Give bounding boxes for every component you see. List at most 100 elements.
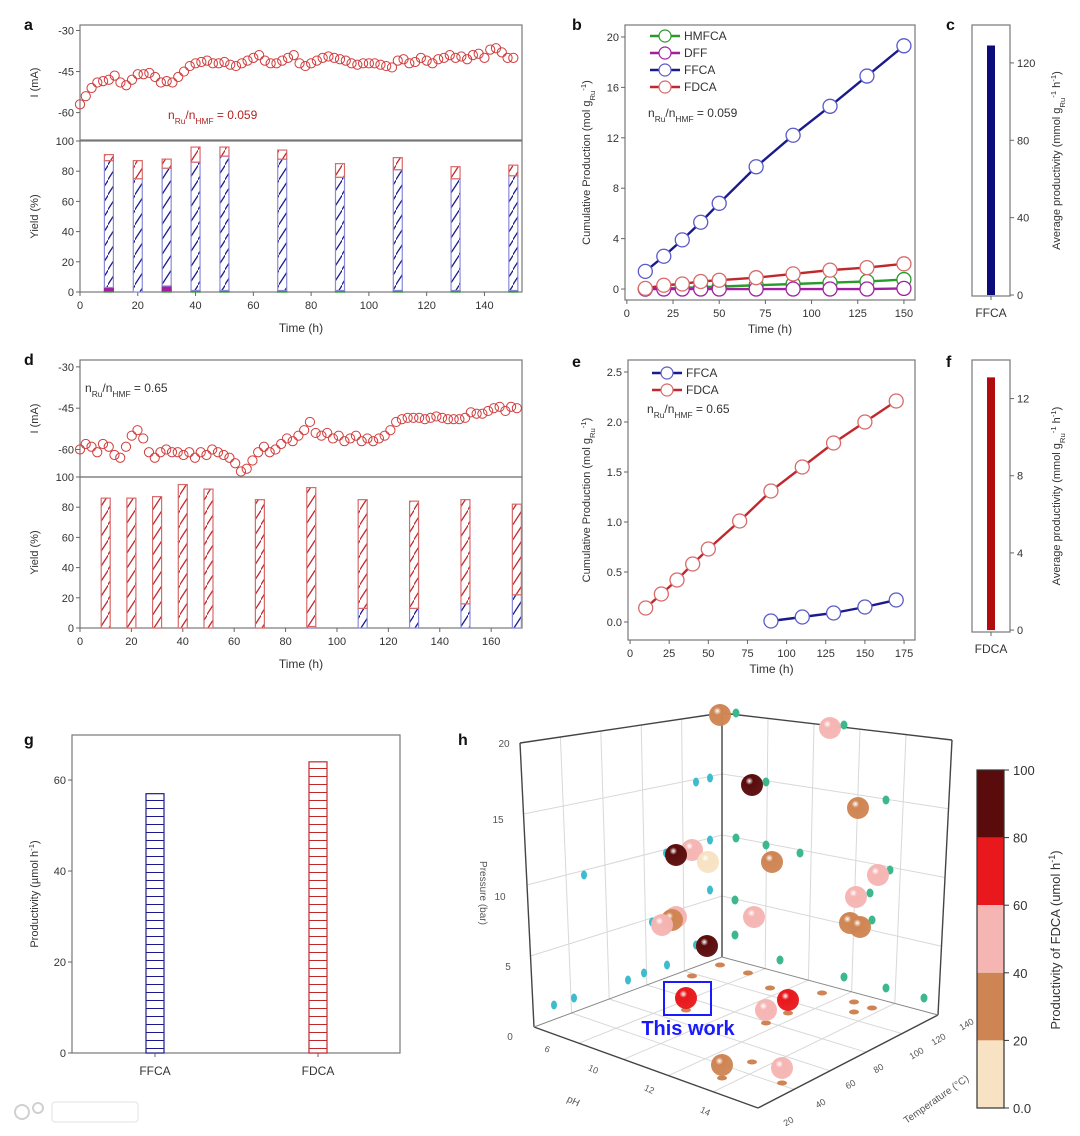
current-point: [414, 412, 425, 423]
category-label: FFCA: [975, 306, 1006, 320]
label-part: -1: [579, 421, 588, 428]
x-tick-label: 120: [417, 300, 435, 312]
current-point: [350, 430, 362, 441]
current-point: [282, 52, 294, 63]
x-tick-label: 75: [759, 308, 771, 320]
projection-dot-floor: [867, 1005, 877, 1011]
panel-letter: b: [572, 17, 582, 34]
data-point-fdca: [685, 556, 701, 572]
label-part: n: [85, 381, 92, 395]
panel-letter: c: [946, 17, 955, 34]
current-point: [287, 436, 298, 447]
x-tick-label: 150: [856, 648, 874, 660]
x-tick-label: 150: [895, 308, 913, 320]
x-tick-label: 12: [643, 1083, 656, 1096]
current-point: [408, 412, 419, 423]
current-point: [254, 50, 265, 61]
current-point: [173, 71, 184, 83]
data-point-fdca: [693, 273, 709, 290]
current-point: [299, 425, 310, 436]
current-point: [438, 52, 450, 63]
ratio-annotation: nRu/nHMF = 0.65: [647, 402, 730, 420]
grid-line: [623, 979, 809, 1060]
grid-line: [609, 998, 831, 1072]
label-part: n: [647, 402, 654, 416]
watermark-logo: [14, 1101, 139, 1123]
colorbar-frame: [976, 769, 1005, 1109]
current-point: [184, 60, 195, 72]
legend-label: DFF: [684, 46, 707, 60]
yield-bar-ffca: [450, 178, 461, 292]
current-point: [150, 71, 161, 83]
label-part: n: [648, 106, 655, 120]
series-line-fdca: [645, 262, 905, 290]
label-part: HMF: [674, 410, 692, 420]
data-sphere: [696, 935, 718, 957]
axis-edge: [721, 956, 939, 1016]
projection-dot-ph-pressure: [571, 993, 577, 1003]
y-tick-label: 80: [872, 1062, 886, 1076]
yield-bar-ffca: [103, 160, 114, 289]
current-point: [327, 433, 339, 444]
current-point: [138, 69, 149, 80]
current-point: [264, 447, 275, 458]
current-point: [402, 412, 413, 423]
label-part: Ru: [1058, 433, 1067, 443]
current-point: [218, 449, 229, 461]
yield-bar-fdca: [219, 146, 230, 157]
current-point: [103, 441, 114, 452]
y-tick-label: 12: [607, 133, 619, 145]
current-point: [415, 52, 426, 63]
projection-dot-temp-pressure: [868, 915, 876, 925]
projection-dot-temp-pressure: [762, 840, 770, 850]
yield-bar-dff: [161, 285, 172, 292]
y-tick-label: 0: [613, 284, 619, 296]
current-point: [258, 441, 270, 452]
data-sphere: [711, 1054, 733, 1076]
productivity-bar-ffca: [145, 793, 165, 1054]
x-tick-label: 50: [702, 648, 714, 660]
data-point-ffca: [859, 68, 875, 84]
y-tick-label: 2.5: [607, 367, 622, 379]
current-point: [281, 433, 293, 444]
legend-label: FDCA: [686, 383, 719, 397]
x-tick-label: 0: [624, 308, 630, 320]
series-line-dff: [645, 287, 904, 291]
projection-dot-temp-pressure: [731, 930, 739, 940]
current-point: [92, 77, 103, 88]
current-point: [421, 55, 432, 66]
y-tick-label: 40: [62, 227, 74, 239]
y-axis-label: Yield (%): [29, 194, 41, 238]
x-tick-label: 0: [77, 300, 83, 312]
y-tick-label: 0: [68, 623, 74, 635]
current-point: [126, 430, 137, 441]
yield-bar-ffca: [508, 175, 519, 292]
current-point: [230, 458, 241, 469]
current-point: [471, 408, 482, 419]
label-part: HMF: [195, 116, 213, 126]
label-part: Productivity of FDCA (umol h: [1048, 863, 1063, 1030]
colorbar-tick-label: 20: [1013, 1033, 1027, 1048]
data-point-fdca: [888, 393, 904, 409]
avg-productivity-bar: [987, 45, 995, 296]
y-tick-label: 0.5: [607, 567, 622, 579]
label-part: n: [168, 108, 175, 122]
z-tick-label: 5: [505, 962, 511, 973]
y-tick-label: 120: [929, 1031, 947, 1047]
data-point-fdca: [653, 586, 670, 602]
watermark-icon: [32, 1102, 44, 1114]
current-point: [448, 414, 459, 425]
legend-marker: [658, 46, 672, 60]
current-point: [381, 60, 392, 72]
label-part: Ru: [655, 114, 666, 124]
legend-label: HMFCA: [684, 29, 727, 43]
current-point: [202, 55, 213, 66]
label-part: -1: [1049, 91, 1058, 98]
grid-line: [523, 773, 723, 815]
x-axis-label: Time (h): [279, 657, 323, 671]
yield-bar-ffca: [190, 161, 201, 292]
x-tick-label: 75: [741, 648, 753, 660]
current-point: [362, 433, 373, 444]
data-point-fdca: [700, 541, 716, 557]
